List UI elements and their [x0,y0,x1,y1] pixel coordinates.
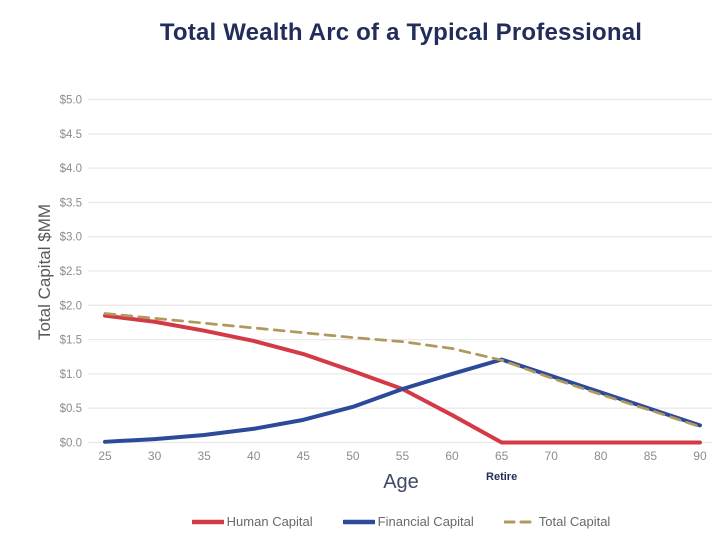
y-tick-label: $2.0 [60,300,82,312]
x-tick-label: 55 [396,449,410,463]
line-swatch-icon [342,519,375,524]
legend-item-financial-capital: Financial Capital [342,514,474,529]
x-tick-label: 25 [98,449,112,463]
y-tick-label: $1.5 [60,335,82,347]
x-axis-title: Age [383,471,419,493]
y-tick-label: $0.5 [60,403,82,415]
legend-item-total-capital: Total Capital [503,514,611,529]
x-tick-label: 90 [693,449,707,463]
legend-label: Financial Capital [377,514,474,529]
dashed-line-swatch-icon [503,520,536,523]
legend-label: Total Capital [538,514,611,529]
y-tick-label: $4.5 [60,129,82,141]
x-tick-label: 50 [346,449,360,463]
y-tick-label: $2.5 [60,266,82,278]
line-swatch-icon [191,519,224,524]
legend: Human Capital Financial Capital Total Capi… [90,514,712,529]
chart-title: Total Wealth Arc of a Typical Profession… [159,19,643,46]
series-line-total-capital [103,312,702,429]
x-tick-label: 70 [545,449,559,463]
legend-label: Human Capital [226,514,313,529]
series-line-financial-capital [103,357,702,444]
legend-item-human-capital: Human Capital [191,514,313,529]
x-tick-label: 85 [644,449,658,463]
series-line-human-capital [103,313,702,445]
x-tick-label: 35 [197,449,211,463]
y-tick-label: $3.5 [60,197,82,209]
y-tick-label: $5.0 [60,95,82,107]
x-tick-label: 80 [594,449,608,463]
x-tick-label: 65 [495,449,509,463]
x-tick-label: 40 [247,449,261,463]
y-tick-label: $4.0 [60,163,82,175]
y-tick-label: $1.0 [60,369,82,381]
x-tick-label: 30 [148,449,162,463]
x-tick-label: 45 [297,449,311,463]
y-tick-label: $3.0 [60,232,82,244]
y-tick-label: $0.0 [60,438,82,450]
retire-annotation: Retire [486,471,518,483]
x-tick-label: 60 [445,449,459,463]
